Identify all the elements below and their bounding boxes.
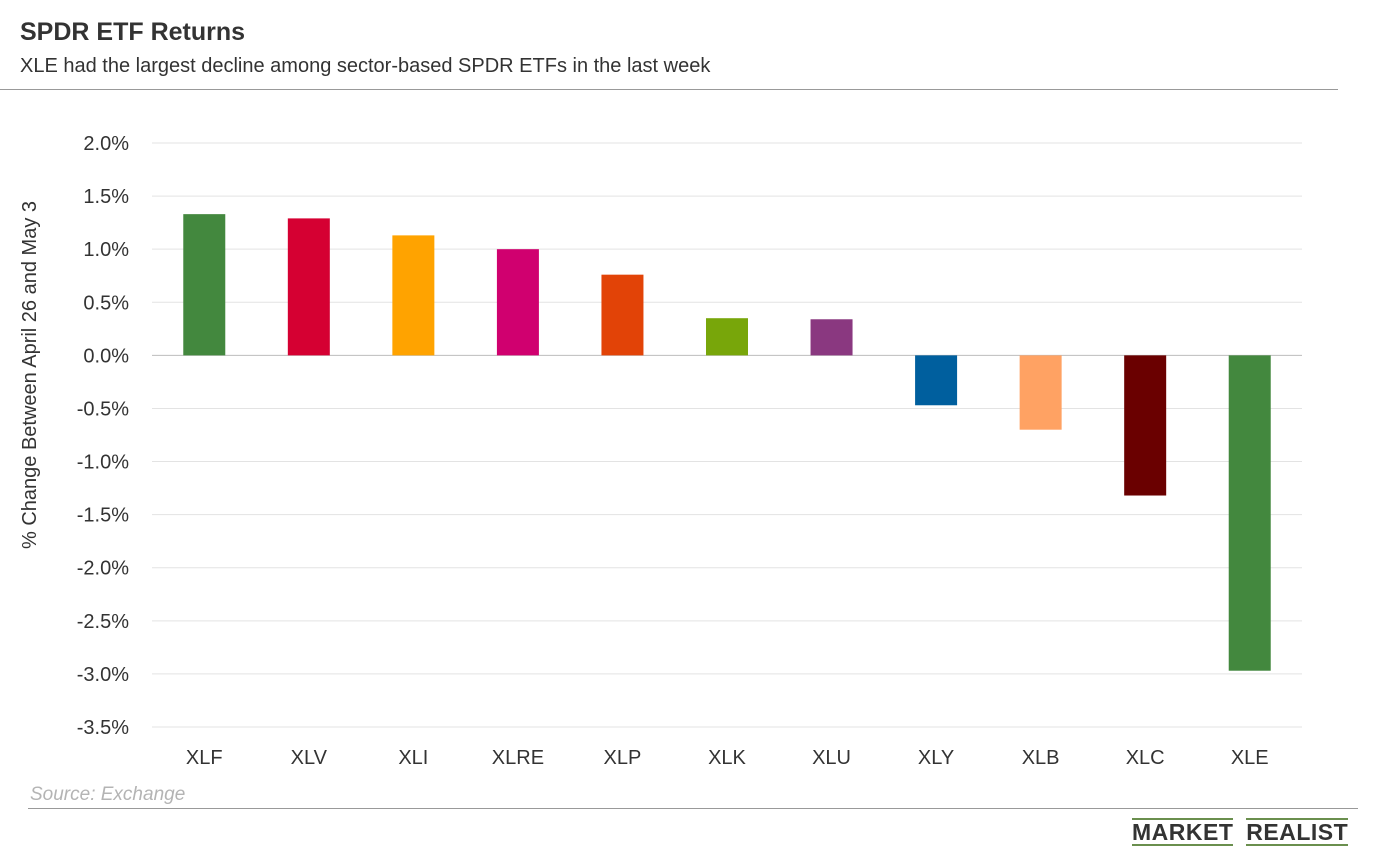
source-note: Source: Exchange bbox=[30, 784, 186, 805]
bar-xly bbox=[915, 355, 958, 406]
y-axis-label: % Change Between April 26 and May 3 bbox=[19, 201, 41, 549]
x-tick-label: XLI bbox=[398, 747, 428, 769]
chart-title: SPDR ETF Returns bbox=[20, 18, 246, 46]
x-tick-label: XLC bbox=[1126, 747, 1165, 769]
bar-xlp bbox=[601, 274, 644, 356]
y-tick-label: -2.0% bbox=[77, 558, 129, 580]
x-tick-label: XLP bbox=[604, 747, 642, 769]
market-realist-logo: MARKET REALIST bbox=[1132, 818, 1349, 846]
y-tick-label: 0.0% bbox=[83, 345, 129, 367]
x-tick-label: XLK bbox=[708, 747, 746, 769]
x-tick-label: XLU bbox=[812, 747, 851, 769]
y-tick-label: -1.0% bbox=[77, 452, 129, 474]
bar-xle bbox=[1228, 355, 1271, 671]
y-tick-label: -3.5% bbox=[77, 717, 129, 739]
x-tick-label: XLRE bbox=[492, 747, 544, 769]
y-tick-label: 0.5% bbox=[83, 292, 129, 314]
bar-xlre bbox=[496, 249, 539, 356]
y-tick-label: -3.0% bbox=[77, 664, 129, 686]
x-tick-label: XLY bbox=[918, 747, 954, 769]
y-tick-label: -1.5% bbox=[77, 505, 129, 527]
bar-xlb bbox=[1019, 355, 1062, 430]
chart-subtitle: XLE had the largest decline among sector… bbox=[20, 55, 711, 77]
x-tick-label: XLF bbox=[186, 747, 223, 769]
y-tick-label: 1.5% bbox=[83, 186, 129, 208]
bar-xlf bbox=[183, 214, 226, 356]
footer-divider bbox=[28, 808, 1358, 809]
y-tick-label: 1.0% bbox=[83, 239, 129, 261]
header-divider bbox=[0, 89, 1338, 90]
bar-xlk bbox=[706, 318, 748, 356]
logo-word-realist: REALIST bbox=[1246, 818, 1349, 846]
y-tick-label: -2.5% bbox=[77, 611, 129, 633]
y-tick-label: -0.5% bbox=[77, 398, 129, 420]
x-tick-label: XLE bbox=[1231, 747, 1269, 769]
y-tick-label: 2.0% bbox=[83, 133, 129, 155]
logo-word-market: MARKET bbox=[1132, 818, 1234, 846]
bar-xli bbox=[392, 235, 435, 356]
x-tick-label: XLV bbox=[291, 747, 328, 769]
bar-xlc bbox=[1124, 355, 1167, 496]
bar-xlu bbox=[810, 319, 853, 356]
x-tick-label: XLB bbox=[1022, 747, 1060, 769]
bar-xlv bbox=[287, 218, 330, 356]
